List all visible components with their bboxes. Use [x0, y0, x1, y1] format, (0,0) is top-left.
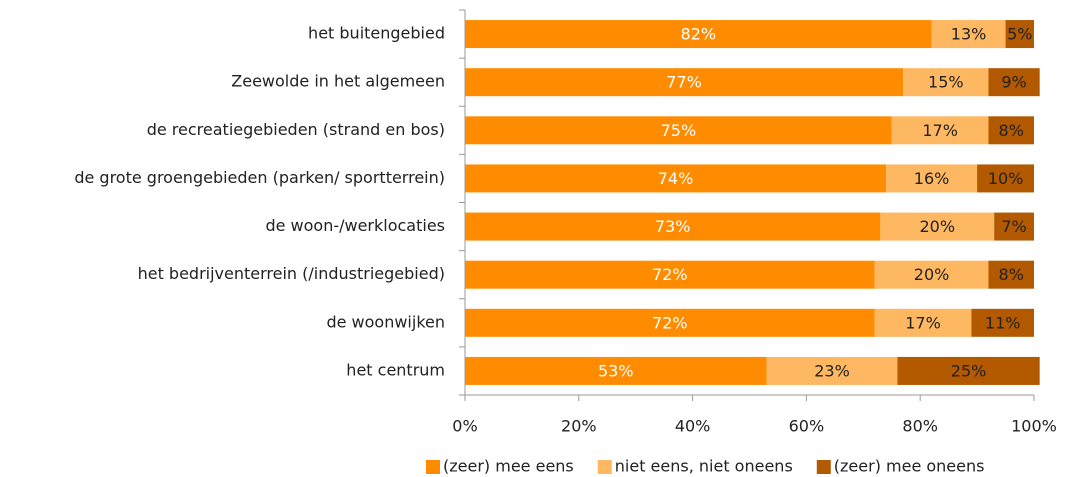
value-label: 72% [652, 313, 688, 332]
x-tick-label: 60% [789, 417, 825, 436]
value-label: 13% [951, 25, 987, 44]
value-label: 73% [655, 217, 691, 236]
value-label: 77% [666, 73, 702, 92]
category-label: het bedrijventerrein (/industriegebied) [138, 264, 445, 283]
bar-segment [971, 308, 1034, 337]
value-label: 20% [914, 265, 950, 284]
value-label: 9% [1001, 73, 1026, 92]
bar-segment [465, 260, 875, 289]
bar-segment [903, 68, 989, 97]
bar-segment [465, 116, 892, 145]
bar-segment [897, 356, 1040, 385]
value-label: 74% [658, 169, 694, 188]
value-label: 7% [1001, 217, 1026, 236]
value-label: 8% [999, 121, 1024, 140]
value-label: 17% [922, 121, 958, 140]
bar-segment [766, 356, 898, 385]
value-label: 8% [999, 265, 1024, 284]
category-label: de recreatiegebieden (strand en bos) [147, 120, 445, 139]
value-label: 16% [914, 169, 950, 188]
category-label: de woon-/werklocaties [265, 216, 445, 235]
bar-segment [994, 212, 1034, 241]
category-label: de woonwijken [326, 312, 445, 331]
x-tick-label: 0% [452, 417, 477, 436]
bar-segment [465, 20, 932, 49]
value-label: 23% [814, 361, 850, 380]
value-label: 11% [985, 313, 1021, 332]
value-label: 75% [661, 121, 697, 140]
x-tick-label: 40% [675, 417, 711, 436]
bar-segment [891, 116, 989, 145]
bar-segment [465, 164, 887, 193]
category-label: de grote groengebieden (parken/ sportter… [74, 168, 445, 187]
bar-segment [465, 308, 875, 337]
value-label: 72% [652, 265, 688, 284]
bar-segment [931, 20, 1006, 49]
bar-segment [465, 68, 904, 97]
value-label: 53% [598, 361, 634, 380]
x-tick-label: 100% [1011, 417, 1057, 436]
legend-swatch [597, 460, 612, 474]
legend-label: niet eens, niet oneens [615, 457, 793, 476]
bar-segment [988, 260, 1034, 289]
value-label: 17% [905, 313, 941, 332]
bar-segment [988, 68, 1040, 97]
x-tick-label: 80% [902, 417, 938, 436]
legend-swatch [816, 460, 831, 474]
bar-segment [1005, 20, 1034, 49]
category-label: het buitengebied [308, 24, 445, 43]
category-label: het centrum [346, 360, 445, 379]
bar-segment [886, 164, 978, 193]
bar-segment [465, 212, 881, 241]
value-label: 10% [988, 169, 1024, 188]
legend-label: (zeer) mee oneens [834, 457, 985, 476]
bar-segment [988, 116, 1034, 145]
category-label: Zeewolde in het algemeen [231, 72, 445, 91]
x-tick-label: 20% [561, 417, 597, 436]
value-label: 5% [1007, 25, 1032, 44]
bar-segment [874, 260, 989, 289]
value-label: 20% [919, 217, 955, 236]
bar-segment [977, 164, 1034, 193]
bar-segment [880, 212, 995, 241]
bar-segment [874, 308, 972, 337]
legend-swatch [426, 460, 440, 474]
value-label: 15% [928, 73, 964, 92]
legend-label: (zeer) mee eens [443, 457, 574, 476]
value-label: 25% [951, 361, 987, 380]
bar-segment [465, 356, 767, 385]
value-label: 82% [681, 25, 717, 44]
